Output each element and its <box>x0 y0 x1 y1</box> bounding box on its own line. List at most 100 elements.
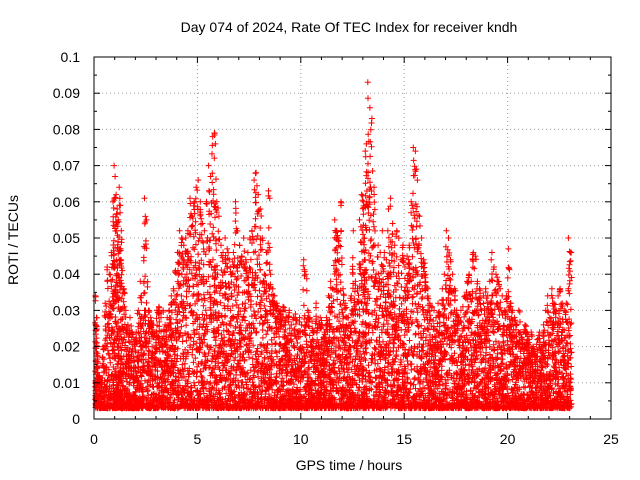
data-point <box>138 373 145 380</box>
data-point <box>105 366 112 373</box>
data-point <box>109 327 116 334</box>
data-point <box>196 266 203 272</box>
data-point <box>366 217 373 224</box>
data-point <box>115 360 122 367</box>
data-point <box>192 218 199 225</box>
data-point <box>302 271 309 278</box>
data-point <box>368 236 375 243</box>
data-point <box>101 356 107 363</box>
data-point <box>188 223 195 230</box>
data-point <box>118 265 125 271</box>
data-point <box>112 173 119 180</box>
data-point <box>178 323 185 330</box>
data-point <box>349 266 356 273</box>
data-point <box>366 257 373 264</box>
data-point <box>232 218 239 225</box>
data-point <box>365 362 372 369</box>
data-point <box>106 271 113 278</box>
data-point <box>334 296 341 303</box>
data-point <box>176 260 183 267</box>
data-point <box>224 245 231 252</box>
data-point <box>119 315 126 322</box>
data-point <box>94 360 101 366</box>
data-point <box>250 249 257 256</box>
data-point <box>94 350 101 357</box>
data-point <box>242 300 249 307</box>
data-point <box>375 242 382 249</box>
data-point <box>337 271 344 278</box>
data-point <box>313 300 320 307</box>
data-point <box>105 320 112 327</box>
data-point <box>116 195 123 202</box>
data-point <box>303 287 310 294</box>
data-point <box>118 295 125 302</box>
data-point <box>192 241 199 248</box>
data-point <box>117 209 124 216</box>
data-point <box>144 278 151 285</box>
data-point <box>300 262 307 269</box>
data-point <box>210 224 217 231</box>
data-point <box>138 299 145 306</box>
data-point <box>365 95 371 102</box>
data-point <box>117 202 124 209</box>
data-point <box>197 369 204 375</box>
data-point <box>103 343 110 350</box>
data-point <box>381 249 388 256</box>
data-point <box>111 162 118 169</box>
data-point <box>265 240 272 247</box>
data-point <box>218 242 224 249</box>
data-point <box>174 291 181 298</box>
data-point <box>183 322 190 329</box>
data-point <box>144 387 151 394</box>
data-point <box>121 303 128 310</box>
data-point <box>144 283 151 290</box>
data-point <box>265 187 272 194</box>
data-point <box>209 230 216 237</box>
data-point <box>331 216 338 223</box>
data-point <box>179 338 186 345</box>
data-point <box>110 377 117 384</box>
data-point <box>194 363 200 370</box>
data-point <box>253 169 260 176</box>
data-point <box>371 344 378 351</box>
data-point <box>187 302 194 309</box>
data-point <box>212 214 218 221</box>
data-point <box>92 338 99 345</box>
data-point <box>108 278 115 285</box>
data-point <box>257 266 264 273</box>
data-points <box>92 79 575 412</box>
data-point <box>116 184 123 191</box>
data-point <box>249 227 255 234</box>
data-point <box>244 274 251 281</box>
data-point <box>209 142 216 149</box>
data-point <box>249 355 256 362</box>
data-point <box>104 321 111 328</box>
data-point <box>337 301 344 308</box>
data-point <box>205 162 212 169</box>
data-point <box>127 314 133 321</box>
data-point <box>362 357 369 364</box>
data-point <box>251 177 258 184</box>
data-point <box>266 267 273 274</box>
data-point <box>317 314 324 321</box>
data-point <box>215 228 222 235</box>
data-point <box>244 249 251 256</box>
data-point <box>115 218 122 225</box>
data-point <box>222 312 229 319</box>
data-point <box>252 248 259 255</box>
data-point <box>337 279 344 286</box>
data-point <box>300 286 307 293</box>
data-point <box>258 314 265 321</box>
data-point <box>192 259 199 266</box>
data-point <box>106 351 112 358</box>
data-point <box>253 199 259 206</box>
data-point <box>141 289 148 296</box>
data-point <box>263 260 270 267</box>
data-point <box>110 252 117 259</box>
data-point <box>268 291 275 298</box>
data-point <box>374 253 381 260</box>
data-point <box>327 278 334 285</box>
data-point <box>103 388 110 395</box>
data-point <box>111 197 118 204</box>
data-point <box>370 211 377 218</box>
